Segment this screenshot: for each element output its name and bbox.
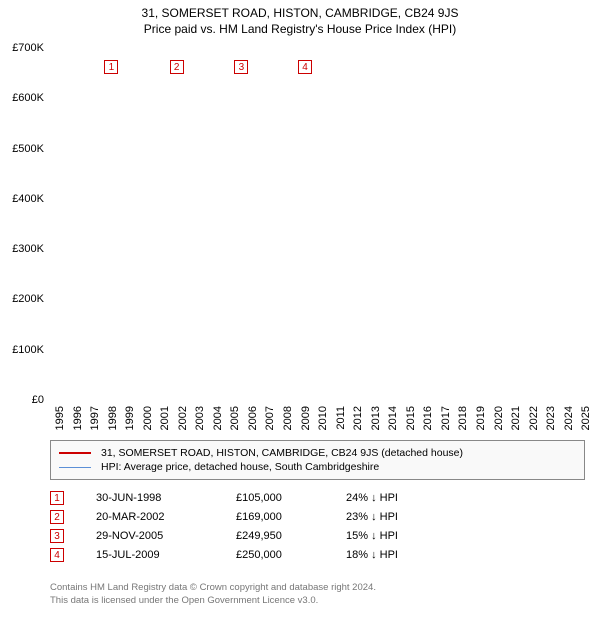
chart-subtitle: Price paid vs. HM Land Registry's House … xyxy=(0,22,600,36)
x-tick-label: 1998 xyxy=(107,406,119,430)
legend-swatch xyxy=(59,452,91,454)
x-tick-label: 2004 xyxy=(212,406,224,430)
sales-price: £250,000 xyxy=(236,549,346,561)
x-tick-label: 2015 xyxy=(405,406,417,430)
x-tick-label: 2018 xyxy=(457,406,469,430)
y-tick-label: £600K xyxy=(12,92,44,104)
x-tick-label: 2024 xyxy=(563,406,575,430)
x-tick-label: 2013 xyxy=(370,406,382,430)
x-tick-label: 2006 xyxy=(247,406,259,430)
legend-label: 31, SOMERSET ROAD, HISTON, CAMBRIDGE, CB… xyxy=(101,447,463,459)
sales-date: 15-JUL-2009 xyxy=(96,549,236,561)
sales-row: 4 15-JUL-2009£250,00018% ↓ HPI xyxy=(50,548,585,562)
x-tick-label: 2008 xyxy=(282,406,294,430)
x-tick-label: 2010 xyxy=(317,406,329,430)
x-tick-label: 1999 xyxy=(124,406,136,430)
title-block: 31, SOMERSET ROAD, HISTON, CAMBRIDGE, CB… xyxy=(0,0,600,36)
x-tick-label: 2014 xyxy=(387,406,399,430)
y-axis: £0£100K£200K£300K£400K£500K£600K£700K xyxy=(0,48,46,400)
x-tick-label: 2001 xyxy=(159,406,171,430)
x-axis: 1995 1996 1997 1998 1999 2000 2001 2002 2003 2004… xyxy=(50,400,585,440)
legend-swatch xyxy=(59,467,91,468)
sales-row-marker: 2 xyxy=(50,510,64,524)
plot-area: 1 2 3 4 xyxy=(50,48,585,400)
plot-background xyxy=(50,48,585,400)
y-tick-label: £200K xyxy=(12,293,44,305)
sales-row: 1 30-JUN-1998£105,00024% ↓ HPI xyxy=(50,491,585,505)
sales-diff: 24% ↓ HPI xyxy=(346,492,486,504)
sale-marker-label: 3 xyxy=(234,60,248,74)
sales-price: £105,000 xyxy=(236,492,346,504)
x-tick-label: 2021 xyxy=(510,406,522,430)
y-tick-label: £400K xyxy=(12,193,44,205)
sales-date: 29-NOV-2005 xyxy=(96,530,236,542)
x-tick-label: 1995 xyxy=(54,406,66,430)
x-tick-label: 2017 xyxy=(440,406,452,430)
sales-row: 2 20-MAR-2002£169,00023% ↓ HPI xyxy=(50,510,585,524)
x-tick-label: 2022 xyxy=(528,406,540,430)
chart-container: 31, SOMERSET ROAD, HISTON, CAMBRIDGE, CB… xyxy=(0,0,600,620)
x-tick-label: 2023 xyxy=(545,406,557,430)
x-tick-label: 2025 xyxy=(580,406,592,430)
footer-line2: This data is licensed under the Open Gov… xyxy=(50,595,376,608)
legend-label: HPI: Average price, detached house, Sout… xyxy=(101,461,379,473)
y-tick-label: £300K xyxy=(12,243,44,255)
x-tick-label: 2016 xyxy=(422,406,434,430)
legend-item: HPI: Average price, detached house, Sout… xyxy=(59,461,576,473)
x-tick-label: 2007 xyxy=(264,406,276,430)
x-tick-label: 2020 xyxy=(493,406,505,430)
footer-line1: Contains HM Land Registry data © Crown c… xyxy=(50,582,376,595)
x-tick-label: 2005 xyxy=(229,406,241,430)
x-tick-label: 1997 xyxy=(89,406,101,430)
x-tick-label: 2000 xyxy=(142,406,154,430)
x-tick-label: 2009 xyxy=(300,406,312,430)
sales-row: 3 29-NOV-2005£249,95015% ↓ HPI xyxy=(50,529,585,543)
footer: Contains HM Land Registry data © Crown c… xyxy=(50,582,376,608)
sales-diff: 18% ↓ HPI xyxy=(346,549,486,561)
y-tick-label: £500K xyxy=(12,143,44,155)
sales-date: 30-JUN-1998 xyxy=(96,492,236,504)
sale-marker-label: 1 xyxy=(104,60,118,74)
y-tick-label: £700K xyxy=(12,42,44,54)
sales-row-marker: 1 xyxy=(50,491,64,505)
sales-price: £169,000 xyxy=(236,511,346,523)
chart-title: 31, SOMERSET ROAD, HISTON, CAMBRIDGE, CB… xyxy=(0,6,600,20)
x-tick-label: 1996 xyxy=(72,406,84,430)
sales-diff: 23% ↓ HPI xyxy=(346,511,486,523)
sales-row-marker: 3 xyxy=(50,529,64,543)
x-tick-label: 2019 xyxy=(475,406,487,430)
y-tick-label: £100K xyxy=(12,344,44,356)
sale-marker-label: 2 xyxy=(170,60,184,74)
y-tick-label: £0 xyxy=(32,394,44,406)
sales-diff: 15% ↓ HPI xyxy=(346,530,486,542)
x-tick-label: 2011 xyxy=(335,406,347,430)
sales-price: £249,950 xyxy=(236,530,346,542)
legend: 31, SOMERSET ROAD, HISTON, CAMBRIDGE, CB… xyxy=(50,440,585,480)
x-tick-label: 2012 xyxy=(352,406,364,430)
sale-marker-label: 4 xyxy=(298,60,312,74)
sales-date: 20-MAR-2002 xyxy=(96,511,236,523)
x-tick-label: 2002 xyxy=(177,406,189,430)
x-tick-label: 2003 xyxy=(194,406,206,430)
sales-table: 1 30-JUN-1998£105,00024% ↓ HPI 2 20-MAR-200… xyxy=(50,486,585,567)
legend-item: 31, SOMERSET ROAD, HISTON, CAMBRIDGE, CB… xyxy=(59,447,576,459)
sales-row-marker: 4 xyxy=(50,548,64,562)
